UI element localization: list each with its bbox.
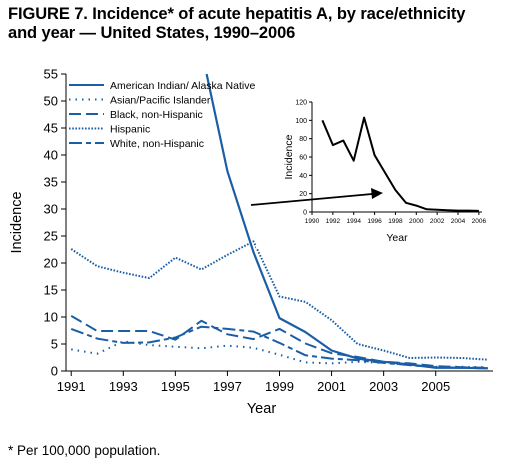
inset-x-tick-label: 1990 bbox=[305, 218, 320, 225]
inset-y-tick-label: 120 bbox=[295, 100, 307, 107]
legend: American Indian/ Alaska Native Asian/Paci… bbox=[69, 80, 255, 150]
inset-x-tick-label: 2002 bbox=[430, 218, 445, 225]
inset-chart: 0 20 40 60 80 100 120 1990 1992 1994 1996 1998 2000 2… bbox=[256, 88, 496, 248]
figure-title-line-2: and year — United States, 1990–2006 bbox=[8, 24, 296, 42]
inset-y-tick-label: 20 bbox=[299, 191, 307, 198]
inset-y-tick-label: 80 bbox=[299, 136, 307, 143]
legend-label-5: White, non-Hispanic bbox=[110, 138, 204, 150]
inset-x-tick-label: 1992 bbox=[326, 218, 341, 225]
inset-x-tick-label: 2006 bbox=[472, 218, 487, 225]
y-tick-label: 35 bbox=[44, 175, 58, 190]
series-line-2 bbox=[71, 340, 488, 369]
y-tick-label: 50 bbox=[44, 94, 58, 109]
inset-y-tick-label: 100 bbox=[295, 118, 307, 125]
inset-pointer-arrow bbox=[250, 188, 383, 206]
inset-x-tick-label: 1996 bbox=[367, 218, 382, 225]
figure-title-line-1: FIGURE 7. Incidence* of acute hepatitis … bbox=[8, 5, 466, 23]
y-tick-label: 5 bbox=[51, 337, 58, 352]
y-tick-label: 20 bbox=[44, 256, 58, 271]
x-tick-label: 2005 bbox=[421, 379, 450, 394]
series-line-4 bbox=[70, 240, 488, 361]
y-tick-label: 25 bbox=[44, 229, 58, 244]
x-tick-label: 1993 bbox=[109, 379, 138, 394]
arrow-shaft bbox=[250, 193, 373, 206]
inset-x-tick-label: 1998 bbox=[388, 218, 403, 225]
y-tick-label: 45 bbox=[44, 121, 58, 136]
inset-y-tick-label: 0 bbox=[303, 210, 307, 217]
x-tick-label: 2003 bbox=[369, 379, 398, 394]
legend-label-1: American Indian/ Alaska Native bbox=[110, 80, 255, 92]
y-axis-label: Incidence bbox=[9, 191, 25, 253]
main-series bbox=[70, 73, 488, 370]
series-line-3 bbox=[70, 315, 488, 369]
legend-label-4: Hispanic bbox=[110, 124, 150, 136]
inset-x-axis-label: Year bbox=[386, 232, 408, 244]
x-tick-label: 2001 bbox=[317, 379, 346, 394]
y-tick-label: 55 bbox=[44, 67, 58, 82]
main-axes: 0 5 10 15 20 25 30 35 40 45 50 55 1991 1993 1995 1997 19… bbox=[9, 67, 493, 417]
x-tick-label: 1997 bbox=[213, 379, 242, 394]
y-tick-label: 40 bbox=[44, 148, 58, 163]
inset-y-axis-label: Incidence bbox=[283, 134, 295, 179]
legend-label-2: Asian/Pacific Islander bbox=[110, 95, 211, 107]
inset-series-line bbox=[321, 116, 479, 212]
series-line-5 bbox=[70, 325, 488, 370]
inset-background bbox=[256, 88, 496, 248]
y-tick-label: 30 bbox=[44, 202, 58, 217]
y-tick-label: 15 bbox=[44, 283, 58, 298]
y-tick-label: 0 bbox=[51, 364, 58, 379]
y-tick-label: 10 bbox=[44, 310, 58, 325]
inset-x-tick-label: 2000 bbox=[409, 218, 424, 225]
arrow-head bbox=[371, 188, 383, 199]
legend-label-3: Black, non-Hispanic bbox=[110, 109, 203, 121]
inset-y-tick-label: 60 bbox=[299, 155, 307, 162]
x-axis-label: Year bbox=[247, 401, 276, 417]
figure-title: FIGURE 7. Incidence* of acute hepatitis … bbox=[8, 5, 513, 43]
inset-x-tick-label: 2004 bbox=[451, 218, 466, 225]
inset-y-tick-label: 40 bbox=[299, 173, 307, 180]
x-tick-label: 1995 bbox=[161, 379, 190, 394]
inset-x-tick-label: 1994 bbox=[346, 218, 361, 225]
x-tick-label: 1999 bbox=[265, 379, 294, 394]
footnote: * Per 100,000 population. bbox=[8, 443, 161, 458]
x-tick-label: 1991 bbox=[57, 379, 86, 394]
